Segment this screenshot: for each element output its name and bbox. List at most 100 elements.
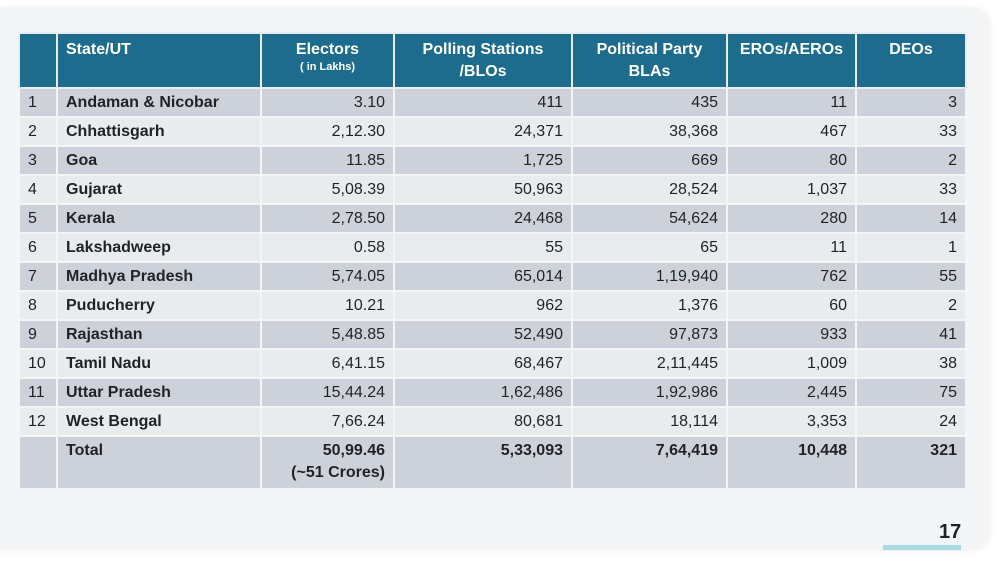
cell-eros: 280 bbox=[726, 203, 857, 234]
cell-eros: 467 bbox=[726, 116, 857, 147]
cell-eros: 3,353 bbox=[726, 406, 857, 437]
cell-state: Tamil Nadu bbox=[56, 348, 262, 379]
cell-bla: 97,873 bbox=[571, 319, 728, 350]
table-row: 10 Tamil Nadu 6,41.15 68,467 2,11,445 1,009 38 bbox=[18, 348, 967, 379]
cell-state: Goa bbox=[56, 145, 262, 176]
header-electors-unit: ( in Lakhs) bbox=[299, 61, 355, 73]
header-electors: Electors ( in Lakhs) bbox=[260, 32, 395, 89]
cell-deos: 75 bbox=[855, 377, 967, 408]
accent-bar bbox=[883, 545, 961, 550]
cell-state: Rajasthan bbox=[56, 319, 262, 350]
total-electors-note: (~51 Crores) bbox=[291, 464, 385, 481]
cell-deos: 38 bbox=[855, 348, 967, 379]
header-polling: Polling Stations /BLOs bbox=[393, 32, 573, 89]
table-row: 12 West Bengal 7,66.24 80,681 18,114 3,353 24 bbox=[18, 406, 967, 437]
cell-electors: 10.21 bbox=[260, 290, 395, 321]
cell-state: West Bengal bbox=[56, 406, 262, 437]
header-state: State/UT bbox=[56, 32, 262, 89]
cell-eros: 1,009 bbox=[726, 348, 857, 379]
cell-electors: 15,44.24 bbox=[260, 377, 395, 408]
cell-bla: 18,114 bbox=[571, 406, 728, 437]
cell-polling: 1,62,486 bbox=[393, 377, 573, 408]
cell-bla: 669 bbox=[571, 145, 728, 176]
cell-n: 6 bbox=[18, 232, 58, 263]
cell-polling: 68,467 bbox=[393, 348, 573, 379]
cell-eros: 11 bbox=[726, 232, 857, 263]
cell-deos: 24 bbox=[855, 406, 967, 437]
cell-deos: 2 bbox=[855, 290, 967, 321]
cell-n: 9 bbox=[18, 319, 58, 350]
cell-eros: 11 bbox=[726, 87, 857, 118]
table-row: 8 Puducherry 10.21 962 1,376 60 2 bbox=[18, 290, 967, 321]
cell-eros: 80 bbox=[726, 145, 857, 176]
page-number: 17 bbox=[939, 521, 962, 543]
cell-state: Chhattisgarh bbox=[56, 116, 262, 147]
cell-polling: 962 bbox=[393, 290, 573, 321]
total-row: Total 50,99.46 (~51 Crores) 5,33,093 7,64,41… bbox=[18, 435, 967, 490]
cell-bla: 65 bbox=[571, 232, 728, 263]
total-deos: 321 bbox=[855, 435, 967, 490]
cell-electors: 0.58 bbox=[260, 232, 395, 263]
table-row: 7 Madhya Pradesh 5,74.05 65,014 1,19,940 762 5… bbox=[18, 261, 967, 292]
cell-state: Gujarat bbox=[56, 174, 262, 205]
total-electors-value: 50,99.46 bbox=[322, 442, 385, 459]
cell-electors: 7,66.24 bbox=[260, 406, 395, 437]
cell-deos: 33 bbox=[855, 174, 967, 205]
header-index bbox=[18, 32, 58, 89]
cell-polling: 65,014 bbox=[393, 261, 573, 292]
cell-n: 11 bbox=[18, 377, 58, 408]
cell-electors: 5,74.05 bbox=[260, 261, 395, 292]
cell-polling: 80,681 bbox=[393, 406, 573, 437]
cell-bla: 28,524 bbox=[571, 174, 728, 205]
cell-eros: 60 bbox=[726, 290, 857, 321]
cell-polling: 1,725 bbox=[393, 145, 573, 176]
cell-bla: 54,624 bbox=[571, 203, 728, 234]
cell-electors: 11.85 bbox=[260, 145, 395, 176]
cell-bla: 38,368 bbox=[571, 116, 728, 147]
cell-electors: 6,41.15 bbox=[260, 348, 395, 379]
cell-deos: 3 bbox=[855, 87, 967, 118]
cell-n: 1 bbox=[18, 87, 58, 118]
table-row: 3 Goa 11.85 1,725 669 80 2 bbox=[18, 145, 967, 176]
cell-eros: 2,445 bbox=[726, 377, 857, 408]
cell-bla: 435 bbox=[571, 87, 728, 118]
cell-state: Lakshadweep bbox=[56, 232, 262, 263]
table-row: 5 Kerala 2,78.50 24,468 54,624 280 14 bbox=[18, 203, 967, 234]
header-deos: DEOs bbox=[855, 32, 967, 89]
cell-n: 5 bbox=[18, 203, 58, 234]
cell-bla: 1,92,986 bbox=[571, 377, 728, 408]
header-electors-label: Electors bbox=[295, 41, 360, 58]
cell-electors: 2,78.50 bbox=[260, 203, 395, 234]
table-row: 4 Gujarat 5,08.39 50,963 28,524 1,037 33 bbox=[18, 174, 967, 205]
cell-state: Kerala bbox=[56, 203, 262, 234]
header-eros: EROs/AEROs bbox=[726, 32, 857, 89]
cell-state: Uttar Pradesh bbox=[56, 377, 262, 408]
table-header-row: State/UT Electors ( in Lakhs) Polling Sta… bbox=[18, 32, 967, 89]
cell-polling: 52,490 bbox=[393, 319, 573, 350]
table-row: 9 Rajasthan 5,48.85 52,490 97,873 933 41 bbox=[18, 319, 967, 350]
cell-n bbox=[18, 435, 58, 490]
cell-polling: 55 bbox=[393, 232, 573, 263]
cell-eros: 762 bbox=[726, 261, 857, 292]
cell-deos: 2 bbox=[855, 145, 967, 176]
cell-polling: 50,963 bbox=[393, 174, 573, 205]
electoral-data-table: State/UT Electors ( in Lakhs) Polling Sta… bbox=[18, 32, 967, 490]
cell-bla: 1,19,940 bbox=[571, 261, 728, 292]
cell-n: 2 bbox=[18, 116, 58, 147]
cell-deos: 55 bbox=[855, 261, 967, 292]
cell-electors: 3.10 bbox=[260, 87, 395, 118]
cell-state: Madhya Pradesh bbox=[56, 261, 262, 292]
total-label: Total bbox=[56, 435, 262, 490]
cell-deos: 14 bbox=[855, 203, 967, 234]
total-electors: 50,99.46 (~51 Crores) bbox=[260, 435, 395, 490]
total-bla: 7,64,419 bbox=[571, 435, 728, 490]
cell-n: 3 bbox=[18, 145, 58, 176]
cell-polling: 24,371 bbox=[393, 116, 573, 147]
total-polling: 5,33,093 bbox=[393, 435, 573, 490]
cell-electors: 5,08.39 bbox=[260, 174, 395, 205]
table-row: 6 Lakshadweep 0.58 55 65 11 1 bbox=[18, 232, 967, 263]
cell-n: 7 bbox=[18, 261, 58, 292]
cell-polling: 24,468 bbox=[393, 203, 573, 234]
cell-deos: 1 bbox=[855, 232, 967, 263]
cell-deos: 33 bbox=[855, 116, 967, 147]
